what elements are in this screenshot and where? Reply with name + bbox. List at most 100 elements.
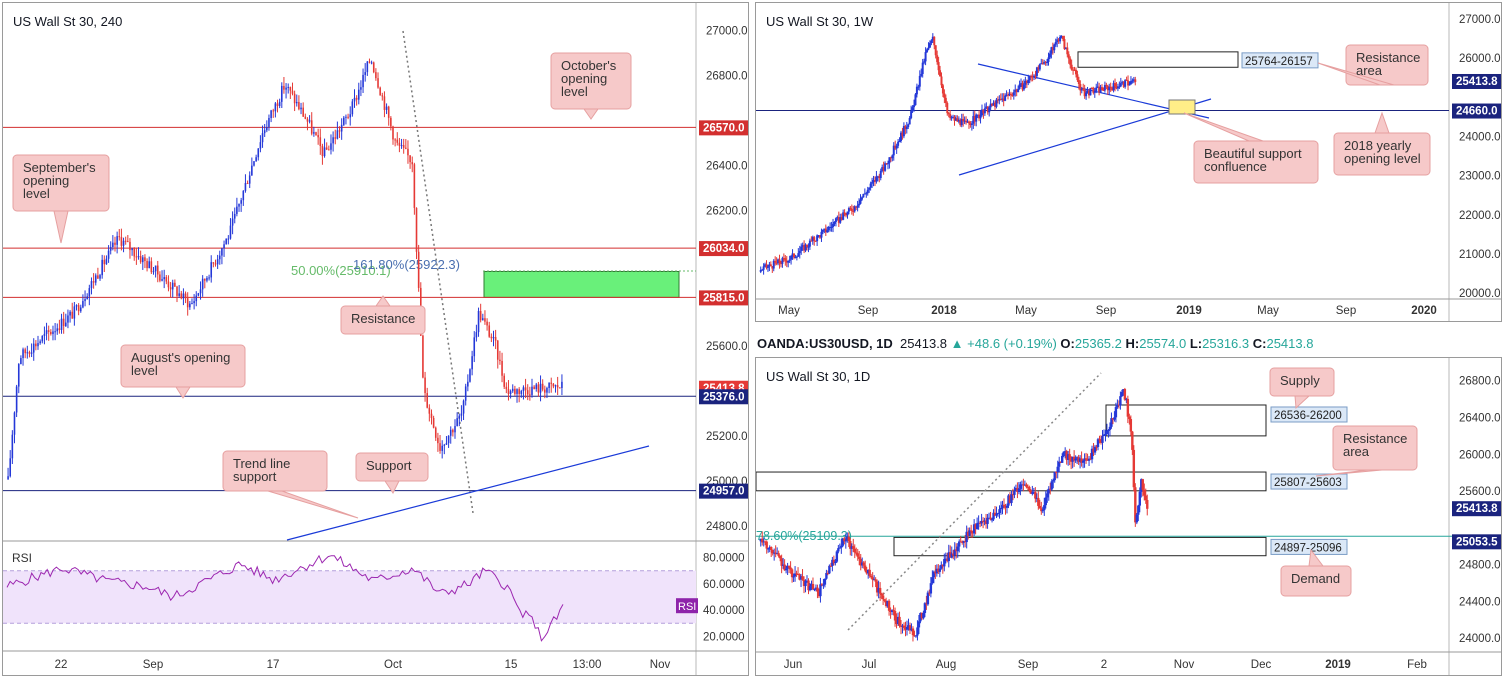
candle-body xyxy=(886,163,889,165)
candle-body xyxy=(379,87,381,96)
candle-body xyxy=(514,388,516,394)
candle-body xyxy=(759,538,762,542)
candle-body xyxy=(829,565,833,567)
candle-body xyxy=(1095,446,1098,448)
x-tick: 2020 xyxy=(1411,305,1437,317)
x-tick: Sep xyxy=(143,659,163,671)
candle-body xyxy=(893,611,897,621)
level-price-label-bg xyxy=(1452,103,1501,119)
candle-body xyxy=(1018,84,1021,89)
candle-body xyxy=(291,90,294,94)
candle-body xyxy=(315,132,317,136)
candle-body xyxy=(467,381,469,387)
candle-body xyxy=(1073,69,1076,71)
fib-label: 50.00%(25910.1) xyxy=(291,263,391,278)
candle-body xyxy=(182,293,185,299)
candle-body xyxy=(922,613,925,619)
x-tick: Sep xyxy=(1336,305,1356,317)
fib-label: 78.60%(25109.3) xyxy=(756,529,852,543)
candle-body xyxy=(216,259,219,265)
callout-resistance-text: Resistance xyxy=(351,311,415,326)
candle-body xyxy=(976,114,979,116)
candle-body xyxy=(778,556,782,559)
candle-body xyxy=(503,375,505,387)
candle-body xyxy=(122,240,125,246)
candle-body xyxy=(839,217,842,223)
candle-body xyxy=(62,318,65,327)
candle-body xyxy=(1047,57,1050,62)
candle-body xyxy=(328,149,330,151)
candle-body xyxy=(561,381,563,388)
price-tick: 24400.0 xyxy=(1459,596,1501,608)
candle-body xyxy=(1069,58,1072,65)
price-tick: 27000.0 xyxy=(706,26,748,38)
rsi-tick: 60.0000 xyxy=(703,579,745,591)
candle-body xyxy=(958,541,961,547)
candle-body xyxy=(987,517,991,519)
candle-body xyxy=(176,286,178,296)
candle-body xyxy=(952,553,955,556)
candle-body xyxy=(895,145,898,149)
candle-body xyxy=(1108,426,1112,430)
candle-body xyxy=(306,118,309,122)
candle-body xyxy=(449,429,452,436)
candle-body xyxy=(69,311,71,316)
candle-body xyxy=(1034,491,1037,499)
candle-body xyxy=(1008,495,1012,503)
candle-body xyxy=(152,271,155,273)
candle-body xyxy=(991,103,994,106)
candle-body xyxy=(953,549,956,556)
candle-body xyxy=(1027,80,1030,84)
candle-body xyxy=(771,266,774,269)
candle-body xyxy=(167,281,170,288)
candle-body xyxy=(1122,389,1125,393)
candle-body xyxy=(1137,505,1140,515)
candle-body xyxy=(898,140,901,142)
candle-body xyxy=(1089,87,1092,96)
candle-body xyxy=(1099,439,1103,443)
candle-body xyxy=(826,572,830,574)
candle-body xyxy=(1067,54,1070,59)
candle-body xyxy=(920,73,923,76)
candle-body xyxy=(460,413,463,416)
candle-body xyxy=(15,386,18,413)
candle-body xyxy=(813,237,816,241)
candle-body xyxy=(831,559,834,566)
candle-body xyxy=(1104,434,1107,436)
candle-body xyxy=(783,564,786,571)
candle-body xyxy=(88,288,91,297)
candle-body xyxy=(1131,431,1134,450)
candle-body xyxy=(99,275,101,279)
chart-panel-1w[interactable]: US Wall St 30, 1W 25764-26157 27000.0 2600… xyxy=(755,2,1502,322)
candle-body xyxy=(1101,87,1104,91)
candle-body xyxy=(75,305,78,307)
candle-body xyxy=(838,547,842,549)
candle-body xyxy=(174,282,176,287)
candle-body xyxy=(978,522,982,524)
chart-panel-1d[interactable]: US Wall St 30, 1D 26536-26200 25807-25603… xyxy=(755,357,1502,676)
candle-body xyxy=(1038,505,1042,509)
candle-body xyxy=(963,541,967,543)
candle-body xyxy=(1063,451,1067,453)
candle-body xyxy=(287,86,290,88)
candle-body xyxy=(850,546,853,549)
candle-body xyxy=(1014,89,1017,93)
candle-body xyxy=(834,561,837,564)
candle-body xyxy=(257,148,260,158)
candle-body xyxy=(973,116,976,122)
chart-title: US Wall St 30, 240 xyxy=(13,14,122,29)
candle-body xyxy=(1092,88,1095,93)
candle-body xyxy=(993,512,997,516)
candle-body xyxy=(791,253,794,256)
candle-body xyxy=(985,106,988,109)
candle-body xyxy=(950,117,953,119)
candle-body xyxy=(1012,92,1015,96)
candle-body xyxy=(1113,417,1116,420)
chart-panel-4h[interactable]: US Wall St 30, 240 50.00%(25910.1) 161.80… xyxy=(2,2,749,676)
candle-body xyxy=(1049,488,1052,490)
candle-body xyxy=(1004,95,1007,101)
candle-body xyxy=(877,587,880,593)
candle-body xyxy=(1002,504,1006,507)
candle-body xyxy=(853,548,856,553)
price-tick: 26400.0 xyxy=(1459,412,1501,424)
